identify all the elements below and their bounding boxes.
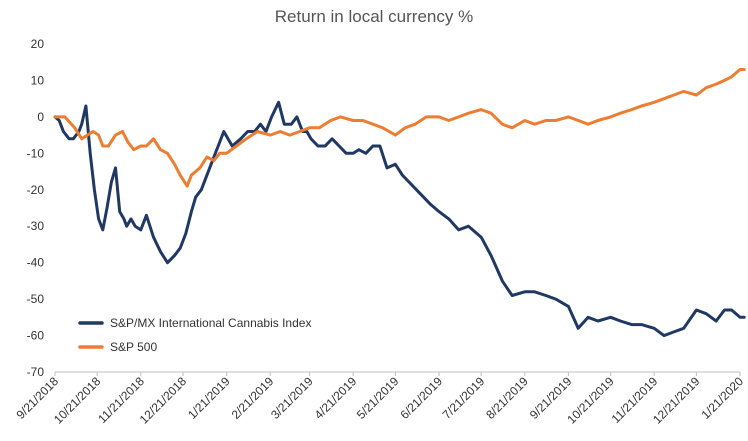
y-tick-label: -30 <box>27 219 45 233</box>
x-tick-label: 4/21/2019 <box>312 374 360 422</box>
x-tick-label: 8/21/2019 <box>483 374 531 422</box>
chart-title: Return in local currency % <box>275 7 473 26</box>
legend: S&P/MX International Cannabis Index S&P 5… <box>78 316 311 354</box>
y-tick-label: -60 <box>27 329 45 343</box>
x-tick-label: 1/21/2020 <box>698 374 746 422</box>
y-tick-label: -40 <box>27 256 45 270</box>
y-tick-label: -10 <box>27 146 45 160</box>
legend-label-sp500: S&P 500 <box>110 340 157 354</box>
series-line-sp500 <box>53 68 746 188</box>
x-tick-label: 1/21/2019 <box>185 374 233 422</box>
y-tick-label: 10 <box>31 73 45 87</box>
y-tick-label: 0 <box>37 110 44 124</box>
y-tick-label: -20 <box>27 183 45 197</box>
y-tick-label: -70 <box>27 365 45 379</box>
y-tick-label: 20 <box>31 37 45 51</box>
y-axis: 20 10 0 -10 -20 -30 -40 -50 -60 -70 <box>27 37 45 379</box>
x-tick-label: 3/21/2019 <box>268 374 316 422</box>
x-tick-label: 5/21/2019 <box>354 374 402 422</box>
series-line-cannabis-index <box>53 100 746 338</box>
x-tick-label: 7/21/2019 <box>440 374 488 422</box>
x-tick-label: 6/21/2019 <box>397 374 445 422</box>
legend-label-cannabis-index: S&P/MX International Cannabis Index <box>110 316 311 330</box>
series-group <box>53 68 746 338</box>
x-axis: 9/21/201810/21/201811/21/201812/21/20181… <box>13 371 746 427</box>
y-tick-label: -50 <box>27 292 45 306</box>
